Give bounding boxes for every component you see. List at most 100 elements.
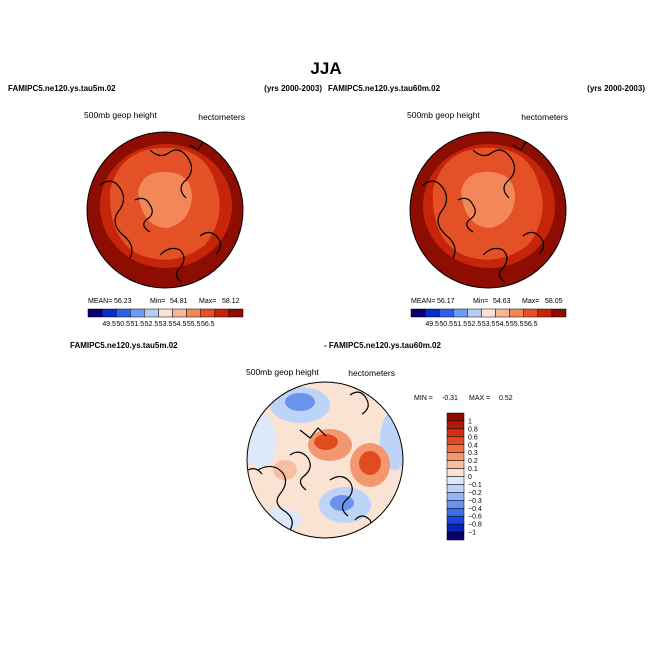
map-fill-red-pale xyxy=(273,460,297,480)
colorbar-tick-label: 0.2 xyxy=(468,458,478,465)
panel-3-stats: MIN = -0.31 MAX = 0.52 xyxy=(414,395,513,402)
colorbar-swatch xyxy=(446,523,465,533)
panel-1-max-value: 58.12 xyxy=(222,298,240,305)
colorbar-tick-label: 0.8 xyxy=(468,426,478,433)
colorbar-tick-label: −0.4 xyxy=(468,506,482,513)
colorbar-swatch xyxy=(87,308,103,318)
panel-2-left-title: FAMIPC5.ne120.ys.tau60m.02 xyxy=(328,84,441,93)
panel-1-mean-value: 56.23 xyxy=(114,298,132,305)
colorbar-swatch xyxy=(446,500,465,509)
panel-3-units: hectometers xyxy=(348,368,395,378)
colorbar-swatch xyxy=(446,436,465,445)
colorbar-tick-label: −0.3 xyxy=(468,498,482,505)
panel-2: FAMIPC5.ne120.ys.tau60m.02 (yrs 2000-200… xyxy=(328,84,645,328)
colorbar-swatch xyxy=(446,484,465,493)
map-fill-blue-light xyxy=(258,508,302,532)
colorbar-tick-label: −1 xyxy=(468,530,476,537)
colorbar-tick-label: −0.1 xyxy=(468,482,482,489)
panel-2-stats: MEAN= 56.17 Min= 54.63 Max= 58.05 xyxy=(411,298,563,305)
colorbar-swatch xyxy=(101,308,117,318)
colorbar-swatch xyxy=(446,531,465,541)
panel-1-variable: 500mb geop height xyxy=(84,110,157,120)
colorbar-tick-label: 1 xyxy=(468,418,472,425)
panel-2-min-value: 54.63 xyxy=(493,298,511,305)
panel-3-max-value: 0.52 xyxy=(499,395,513,402)
panel-3-left-title: FAMIPC5.ne120.ys.tau5m.02 xyxy=(70,341,178,350)
colorbar-tick-label: 51.5 xyxy=(131,321,145,328)
colorbar-swatch xyxy=(172,308,187,318)
colorbar-tick-label: 56.5 xyxy=(524,321,538,328)
colorbar-tick-label: 49.5 xyxy=(425,321,439,328)
colorbar-swatch xyxy=(523,308,539,318)
panel-3: FAMIPC5.ne120.ys.tau5m.02 - FAMIPC5.ne12… xyxy=(70,341,513,541)
panel-1-left-title: FAMIPC5.ne120.ys.tau5m.02 xyxy=(8,84,116,93)
panel-3-variable: 500mb geop height xyxy=(246,367,319,377)
colorbar-tick-label: 55.5 xyxy=(510,321,524,328)
colorbar-swatch xyxy=(537,308,553,318)
panel-3-right-title: - FAMIPC5.ne120.ys.tau60m.02 xyxy=(324,341,441,350)
panel-3-map xyxy=(247,382,403,538)
panel-3-coastlines xyxy=(247,391,372,535)
colorbar-swatch xyxy=(446,476,465,485)
colorbar-swatch xyxy=(509,308,524,318)
colorbar-swatch xyxy=(446,428,465,438)
panel-3-max-label: MAX = xyxy=(469,395,490,402)
panel-3-min-value: -0.31 xyxy=(442,395,458,402)
colorbar-swatch xyxy=(481,308,496,318)
panel-1-map xyxy=(87,132,243,288)
colorbar-tick-label: 52.5 xyxy=(468,321,482,328)
colorbar-tick-label: 49.5 xyxy=(102,321,116,328)
panel-1-max-label: Max= xyxy=(199,298,216,305)
map-fill-blue-mid xyxy=(285,393,315,411)
panel-2-map-border xyxy=(409,131,567,289)
colorbar-tick-label: 53.5 xyxy=(482,321,496,328)
colorbar-swatch xyxy=(214,308,230,318)
colorbar-swatch xyxy=(438,308,454,318)
colorbar-swatch xyxy=(446,492,465,501)
colorbar-swatch xyxy=(446,420,465,430)
colorbar-swatch xyxy=(446,452,465,461)
colorbar-swatch xyxy=(446,412,465,422)
colorbar-tick-label: 0.3 xyxy=(468,450,478,457)
panel-3-map-border xyxy=(246,381,404,539)
colorbar-tick-label: 56.5 xyxy=(201,321,215,328)
panel-1-map-border xyxy=(86,131,244,289)
colorbar-swatch xyxy=(495,308,510,318)
colorbar-tick-label: 50.5 xyxy=(116,321,130,328)
colorbar-swatch xyxy=(424,308,440,318)
map-fill-red-mid xyxy=(359,451,381,475)
panel-2-min-label: Min= xyxy=(473,298,488,305)
panel-1-stats: MEAN= 56.23 Min= 54.81 Max= 58.12 xyxy=(88,298,240,305)
panel-2-variable: 500mb geop height xyxy=(407,110,480,120)
panel-1-min-label: Min= xyxy=(150,298,165,305)
map-fill-blue-light xyxy=(247,412,276,468)
panel-1-min-value: 54.81 xyxy=(170,298,188,305)
colorbar-tick-label: 0 xyxy=(468,474,472,481)
colorbar-swatch xyxy=(446,515,465,525)
panel-1-coastlines xyxy=(99,139,222,283)
panel-1-colorbar: 49.5 50.5 51.5 52.5 53.5 54.5 55.5 56.5 xyxy=(87,308,244,328)
colorbar-tick-label: −0.8 xyxy=(468,522,482,529)
panel-1-units: hectometers xyxy=(198,112,245,122)
panel-2-mean-value: 56.17 xyxy=(437,298,455,305)
colorbar-swatch xyxy=(446,444,465,453)
panel-1: FAMIPC5.ne120.ys.tau5m.02 (yrs 2000-2003… xyxy=(8,84,322,328)
colorbar-swatch xyxy=(186,308,201,318)
colorbar-swatch xyxy=(158,308,173,318)
colorbar-swatch xyxy=(446,508,465,517)
panel-2-map xyxy=(410,132,566,288)
colorbar-swatch xyxy=(551,308,567,318)
colorbar-swatch xyxy=(144,308,159,318)
colorbar-swatch xyxy=(446,468,465,477)
colorbar-tick-label: 0.1 xyxy=(468,466,478,473)
colorbar-swatch xyxy=(453,308,468,318)
panel-2-max-value: 58.05 xyxy=(545,298,563,305)
panel-1-mean-label: MEAN= xyxy=(88,298,112,305)
colorbar-tick-label: 0.6 xyxy=(468,434,478,441)
panel-3-min-label: MIN = xyxy=(414,395,433,402)
colorbar-tick-label: 54.5 xyxy=(173,321,187,328)
panel-3-colorbar: 10.80.60.40.30.20.10−0.1−0.2−0.3−0.4−0.6… xyxy=(446,412,482,541)
colorbar-tick-label: 52.5 xyxy=(145,321,159,328)
colorbar-swatch xyxy=(410,308,426,318)
colorbar-tick-label: 0.4 xyxy=(468,442,478,449)
